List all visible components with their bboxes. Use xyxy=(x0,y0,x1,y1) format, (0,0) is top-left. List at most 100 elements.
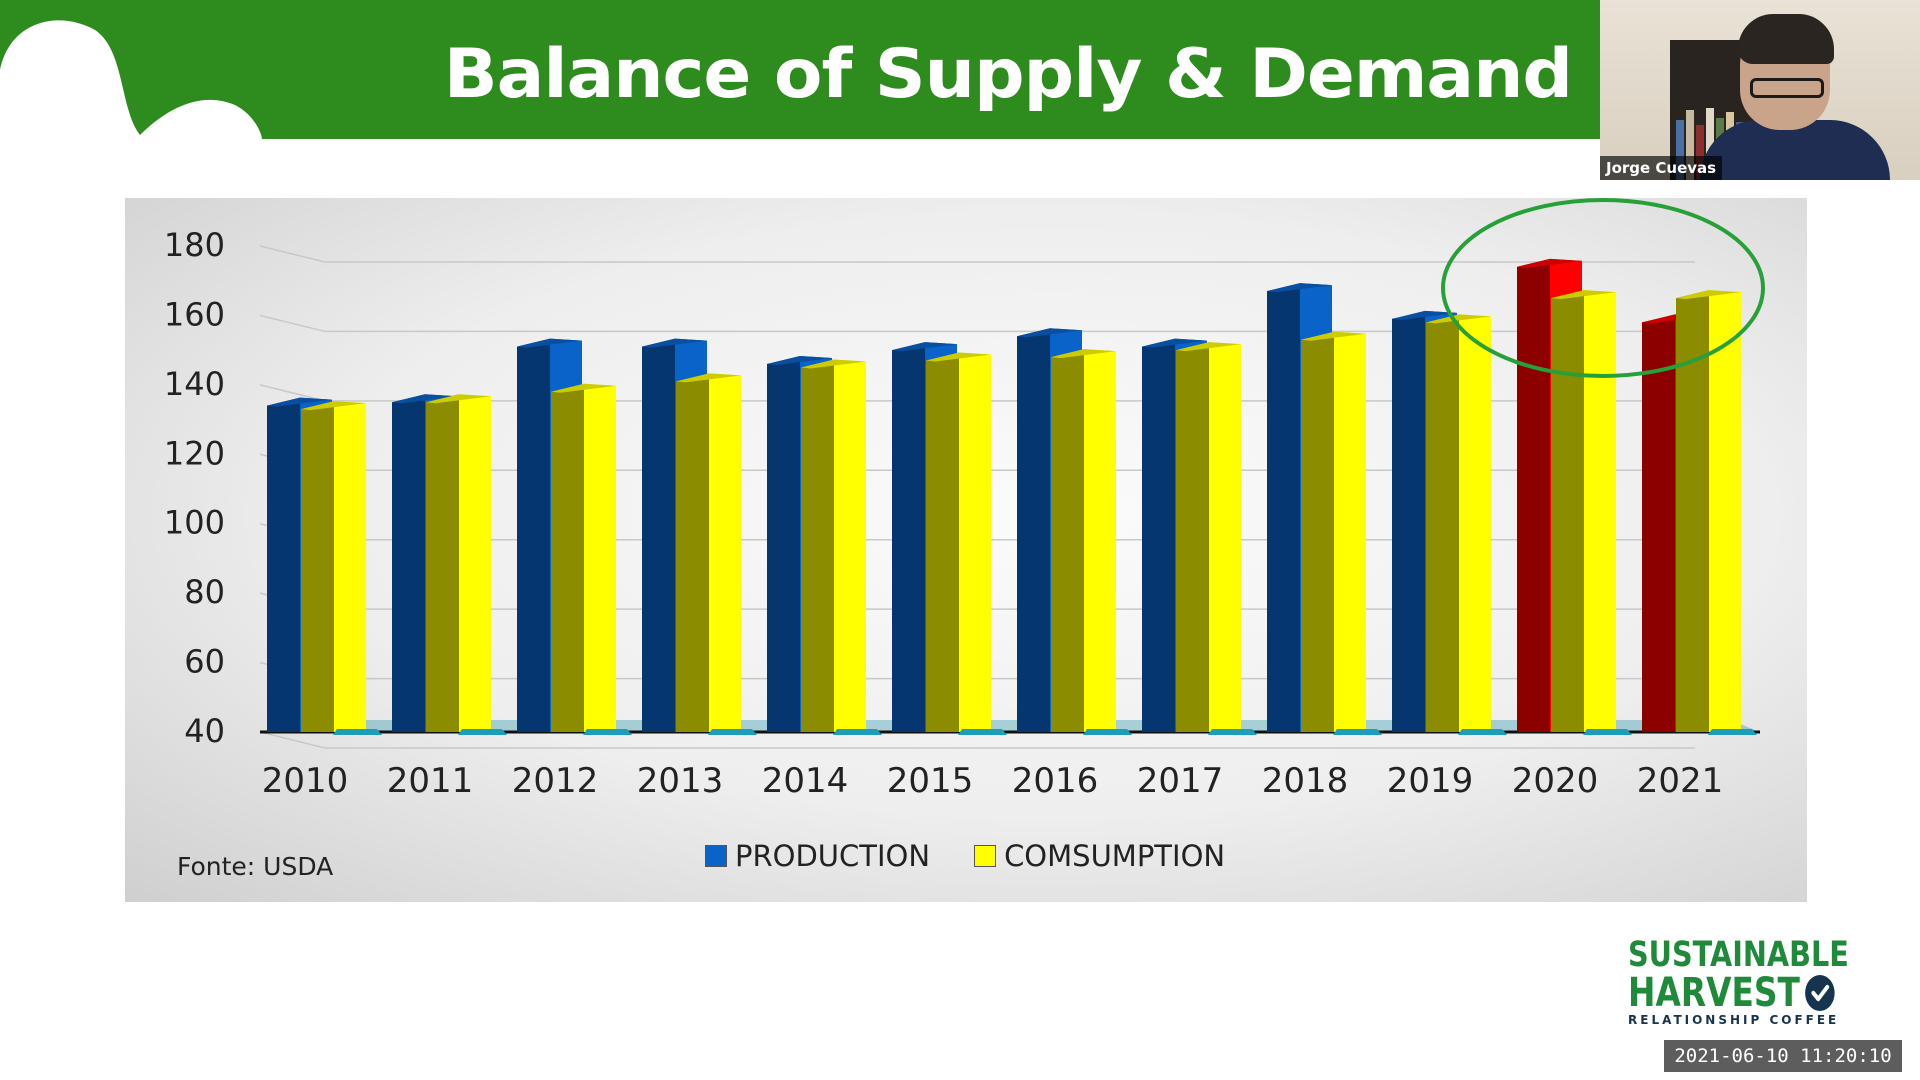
bar-chart: 180 160 140 120 100 80 60 40 2010 2011 2012 2013 201… xyxy=(164,198,1765,801)
x-tick-label: 2014 xyxy=(762,761,849,801)
floor-tile xyxy=(1583,729,1632,735)
legend-swatch-consumption xyxy=(974,845,997,867)
floor-tile xyxy=(1333,729,1382,735)
x-tick-label: 2011 xyxy=(387,761,474,801)
bar-production-2016-top xyxy=(1017,328,1082,338)
bar-production-2012-top xyxy=(517,338,582,348)
bar-production-2012-side xyxy=(517,338,550,732)
bar-consumption-2012-side xyxy=(551,383,584,732)
bar-production-2011-top xyxy=(392,394,457,404)
bar-consumption-2017-side xyxy=(1176,342,1209,732)
gridline-side xyxy=(259,731,326,749)
legend-label-consumption: COMSUMPTION xyxy=(1004,839,1226,873)
floor-tile xyxy=(708,729,757,735)
bar-production-2017-side xyxy=(1142,338,1175,732)
source-note: Fonte: USDA xyxy=(177,852,334,881)
gridline-side xyxy=(259,245,326,263)
bar-consumption-2010-side xyxy=(301,401,334,732)
bar-consumption-2018-side xyxy=(1301,331,1334,732)
bar-consumption-2020-side xyxy=(1551,290,1584,732)
y-tick-label: 60 xyxy=(184,643,225,681)
bar-consumption-2021-side xyxy=(1676,290,1709,732)
bar-production-2013-top xyxy=(642,338,707,348)
bar-consumption-2010 xyxy=(334,401,366,732)
bar-consumption-2021 xyxy=(1709,290,1741,732)
recording-timestamp: 2021-06-10 11:20:10 xyxy=(1664,1040,1902,1072)
y-tick-label: 160 xyxy=(164,295,225,333)
bar-consumption-2017 xyxy=(1209,342,1241,732)
bar-consumption-2019-side xyxy=(1426,314,1459,732)
floor-tile xyxy=(833,729,882,735)
x-tick-label: 2019 xyxy=(1387,761,1474,801)
chart-legend: PRODUCTION COMSUMPTION xyxy=(705,836,1225,876)
bar-consumption-2012-top xyxy=(551,383,616,393)
bar-production-2010-top xyxy=(267,397,332,407)
checkmark-icon xyxy=(1804,975,1835,1011)
bar-consumption-2010-top xyxy=(301,401,366,411)
bar-production-2016-side xyxy=(1017,328,1050,732)
logo-line2: HARVEST xyxy=(1628,970,1800,1016)
bar-consumption-2014-side xyxy=(801,359,834,732)
bar-consumption-2013-side xyxy=(676,373,709,732)
y-tick-label: 180 xyxy=(164,226,225,264)
x-tick-label: 2016 xyxy=(1012,761,1099,801)
bar-consumption-2020 xyxy=(1584,290,1616,732)
chart-floor xyxy=(260,720,1760,732)
title-banner xyxy=(0,0,1600,139)
bar-consumption-2013 xyxy=(709,373,741,732)
x-tick-label: 2017 xyxy=(1137,761,1224,801)
bar-production-2019-side xyxy=(1392,310,1425,732)
bar-production-2013-side xyxy=(642,338,675,732)
bar-consumption-2019 xyxy=(1459,314,1491,732)
bar-production-2018-side xyxy=(1267,283,1300,732)
participant-name-label: Jorge Cuevas xyxy=(1600,156,1723,180)
x-tick-label: 2013 xyxy=(637,761,724,801)
gridline-side xyxy=(259,384,326,402)
webcam-thumbnail[interactable]: Jorge Cuevas xyxy=(1600,0,1920,180)
bar-production-2020-side xyxy=(1517,258,1550,732)
bar-production-2018-top xyxy=(1267,283,1332,293)
floor-tile xyxy=(458,729,507,735)
y-tick-label: 40 xyxy=(184,712,225,750)
floor-tile xyxy=(333,729,382,735)
floor-tile xyxy=(958,729,1007,735)
bar-consumption-2011 xyxy=(459,394,491,732)
bar-consumption-2018-top xyxy=(1301,331,1366,341)
gridline-side xyxy=(259,314,326,333)
bar-consumption-2014 xyxy=(834,359,866,732)
bar-consumption-2014-top xyxy=(801,359,866,369)
bar-consumption-2011-top xyxy=(426,394,491,404)
header-decoration xyxy=(0,20,262,150)
floor-tile xyxy=(1208,729,1257,735)
bar-consumption-2020-top xyxy=(1551,290,1616,300)
highlight-ellipse xyxy=(1441,198,1765,378)
bar-consumption-2011-side xyxy=(426,394,459,732)
legend-item-production: PRODUCTION xyxy=(705,839,930,873)
bar-production-2010-side xyxy=(267,397,300,732)
bar-production-2017-top xyxy=(1142,338,1207,348)
floor-tile xyxy=(583,729,632,735)
y-tick-label: 140 xyxy=(164,365,225,403)
floor-tile xyxy=(1708,729,1757,735)
bar-production-2014-top xyxy=(767,356,832,366)
legend-swatch-production xyxy=(705,845,727,867)
slide-title: Balance of Supply & Demand xyxy=(443,35,1573,114)
bar-consumption-2016-side xyxy=(1051,349,1084,732)
bar-consumption-2015 xyxy=(959,352,991,732)
y-tick-label: 80 xyxy=(184,573,225,611)
logo-line2-row: HARVEST xyxy=(1628,973,1849,1013)
bar-production-2014-side xyxy=(767,356,800,732)
bar-production-2011-side xyxy=(392,394,425,732)
logo-tagline: RELATIONSHIP COFFEE xyxy=(1628,1013,1840,1027)
logo-line1: SUSTAINABLE xyxy=(1628,935,1849,975)
bar-consumption-2016 xyxy=(1084,349,1116,732)
bar-consumption-2018 xyxy=(1334,331,1366,732)
x-tick-label: 2012 xyxy=(512,761,599,801)
bar-consumption-2016-top xyxy=(1051,349,1116,359)
bar-consumption-2019-top xyxy=(1426,314,1491,324)
legend-label-production: PRODUCTION xyxy=(735,839,931,873)
bar-consumption-2013-top xyxy=(676,373,741,383)
bar-production-2015-side xyxy=(892,342,925,732)
x-tick-label: 2018 xyxy=(1262,761,1349,801)
